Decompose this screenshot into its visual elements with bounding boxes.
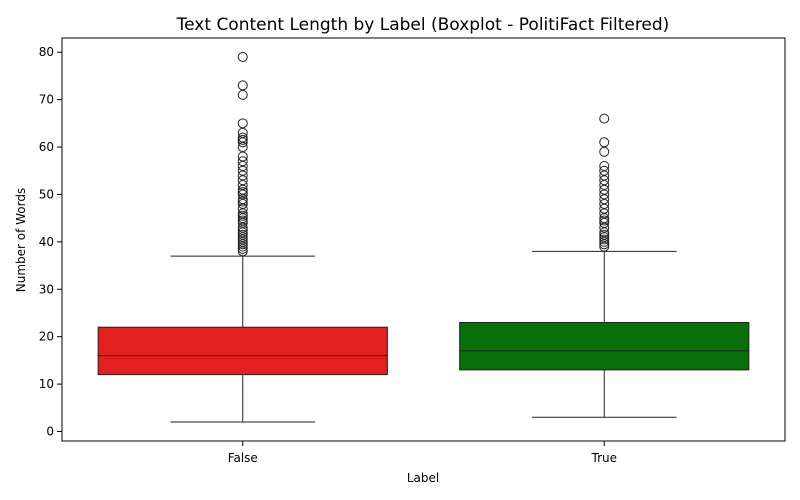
box-false xyxy=(97,326,388,376)
outlier-point xyxy=(237,229,248,240)
y-tick-label: 30 xyxy=(39,282,54,296)
y-tick-label: 60 xyxy=(39,140,54,154)
outlier-point xyxy=(237,80,248,91)
outlier-point xyxy=(237,134,248,145)
outlier-point xyxy=(599,215,610,226)
outlier-point xyxy=(599,234,610,245)
outlier-point xyxy=(599,161,610,172)
plot-area xyxy=(97,51,750,423)
outlier-point xyxy=(237,187,248,198)
outlier-point xyxy=(599,137,610,148)
y-tick-label: 40 xyxy=(39,235,54,249)
box-true xyxy=(459,321,750,371)
chart-title: Text Content Length by Label (Boxplot - … xyxy=(176,15,670,35)
y-tick-label: 70 xyxy=(39,93,54,107)
outlier-point xyxy=(237,215,248,226)
outlier-point xyxy=(237,210,248,221)
x-tick-label: False xyxy=(228,451,258,465)
outlier-point xyxy=(237,51,248,62)
plot-frame xyxy=(61,37,786,442)
x-axis-label: Label xyxy=(407,471,439,485)
outlier-point xyxy=(599,229,610,240)
outlier-point xyxy=(237,118,248,129)
outlier-point xyxy=(237,132,248,143)
y-tick-label: 0 xyxy=(46,425,54,439)
y-tick-label: 80 xyxy=(39,45,54,59)
outlier-point xyxy=(599,113,610,124)
outlier-point xyxy=(237,156,248,167)
y-tick-label: 50 xyxy=(39,187,54,201)
y-tick-label: 10 xyxy=(39,377,54,391)
y-tick-label: 20 xyxy=(39,330,54,344)
x-tick-label: True xyxy=(591,451,618,465)
outlier-point xyxy=(599,165,610,176)
y-axis-label: Number of Words xyxy=(14,188,28,293)
